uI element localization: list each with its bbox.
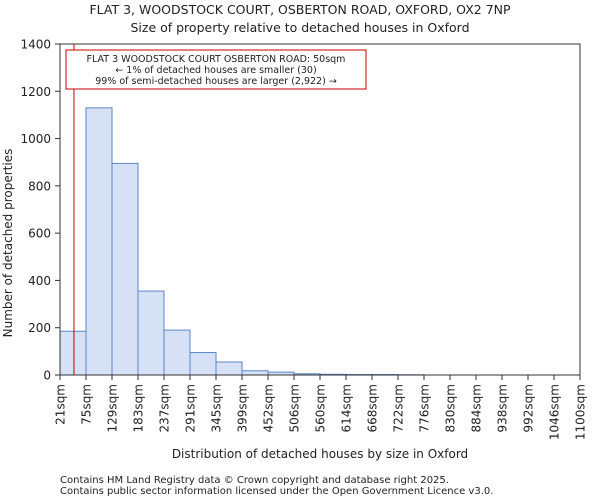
bars	[60, 108, 424, 375]
x-tick-label: 452sqm	[262, 384, 276, 432]
x-tick-label: 291sqm	[184, 384, 198, 432]
x-tick-label: 830sqm	[444, 384, 458, 432]
chart-subtitle: Size of property relative to detached ho…	[130, 20, 469, 35]
annotation-line-larger: 99% of semi-detached houses are larger (…	[95, 76, 337, 87]
x-axis-ticks: 21sqm 75sqm 129sqm 183sqm 237sqm 291sqm 345sqm…	[54, 375, 588, 440]
x-tick-label: 183sqm	[132, 384, 146, 432]
x-tick-label: 614sqm	[340, 384, 354, 432]
y-tick-label: 1400	[20, 38, 51, 52]
x-tick-label: 506sqm	[288, 384, 302, 432]
annotation-box: FLAT 3 WOODSTOCK COURT OSBERTON ROAD: 50…	[66, 50, 366, 89]
y-tick-label: 200	[28, 321, 51, 335]
bar	[242, 371, 268, 375]
footer-copyright: Contains HM Land Registry data © Crown c…	[60, 475, 449, 486]
bar	[86, 108, 112, 375]
x-tick-label: 668sqm	[366, 384, 380, 432]
y-tick-label: 1200	[20, 85, 51, 99]
x-tick-label: 1100sqm	[574, 384, 588, 440]
x-tick-label: 560sqm	[314, 384, 328, 432]
x-tick-label: 21sqm	[54, 384, 68, 425]
x-tick-label: 1046sqm	[548, 384, 562, 440]
x-axis-label: Distribution of detached houses by size …	[172, 447, 468, 461]
bar	[138, 291, 164, 375]
x-tick-label: 722sqm	[392, 384, 406, 432]
bar	[190, 353, 216, 375]
bar	[164, 330, 190, 375]
y-tick-label: 0	[43, 369, 51, 383]
y-axis-ticks: 0 200 400 600 800 1000 1200 1400	[20, 38, 60, 383]
x-tick-label: 345sqm	[210, 384, 224, 432]
x-tick-label: 237sqm	[158, 384, 172, 432]
annotation-line-property: FLAT 3 WOODSTOCK COURT OSBERTON ROAD: 50…	[87, 54, 346, 65]
y-axis-label: Number of detached properties	[1, 149, 15, 338]
y-tick-label: 1000	[20, 132, 51, 146]
annotation-line-smaller: ← 1% of detached houses are smaller (30)	[115, 65, 316, 76]
chart-title: FLAT 3, WOODSTOCK COURT, OSBERTON ROAD, …	[89, 2, 511, 17]
bar	[216, 362, 242, 375]
x-tick-label: 776sqm	[418, 384, 432, 432]
x-tick-label: 938sqm	[496, 384, 510, 432]
y-tick-label: 800	[28, 179, 51, 193]
footer-licence: Contains public sector information licen…	[60, 486, 493, 497]
y-tick-label: 400	[28, 274, 51, 288]
x-tick-label: 884sqm	[470, 384, 484, 432]
x-tick-label: 399sqm	[236, 384, 250, 432]
x-tick-label: 992sqm	[522, 384, 536, 432]
x-tick-label: 75sqm	[80, 384, 94, 425]
y-tick-label: 600	[28, 227, 51, 241]
bar	[112, 163, 138, 375]
bar	[60, 331, 86, 375]
x-tick-label: 129sqm	[106, 384, 120, 432]
